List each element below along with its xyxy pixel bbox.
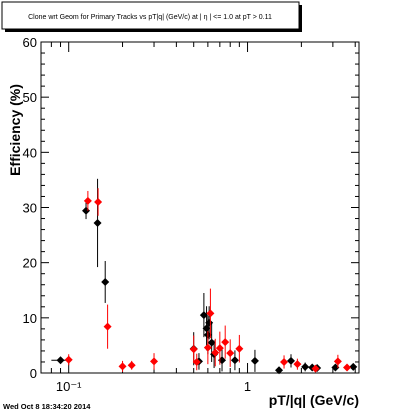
tick-labels: 0 10 20 30 40 50 60 10⁻¹ 1 (23, 35, 252, 394)
data-point (211, 348, 220, 357)
data-point (101, 277, 110, 286)
data-point (189, 345, 198, 354)
data-point (82, 206, 91, 215)
x-axis-title: pT/|q| (GeV/c) (269, 392, 359, 408)
data-point (280, 357, 289, 366)
y-tick-label: 20 (23, 256, 37, 271)
data-point (205, 318, 214, 327)
data-point (56, 356, 65, 365)
x-tick-label: 10⁻¹ (56, 379, 82, 394)
y-tick-label: 0 (30, 366, 37, 381)
x-tick-label: 1 (244, 379, 251, 394)
data-point (93, 218, 102, 227)
data-point (103, 322, 112, 331)
data-point (206, 309, 215, 318)
data-point (215, 344, 224, 353)
data-point (64, 355, 73, 364)
axis-ticks (40, 41, 359, 374)
y-tick-label: 30 (23, 201, 37, 216)
data-point (235, 344, 244, 353)
chart-title: Clone wrt Geom for Primary Tracks vs pT|… (28, 14, 272, 21)
data-point (301, 362, 310, 371)
data-point (343, 363, 352, 372)
data-point (94, 197, 103, 206)
y-tick-label: 10 (23, 311, 37, 326)
data-point (275, 366, 284, 375)
data-marks (51, 178, 358, 375)
data-point (150, 357, 159, 366)
data-point (293, 360, 302, 369)
data-point (230, 356, 239, 365)
y-tick-label: 60 (23, 35, 37, 50)
data-point (203, 343, 212, 352)
plot-frame (40, 41, 360, 374)
data-point (83, 196, 92, 205)
data-point (221, 338, 230, 347)
data-point (199, 311, 208, 320)
data-point (333, 357, 342, 366)
data-point (202, 324, 211, 333)
data-point (311, 364, 320, 373)
y-tick-label: 40 (23, 145, 37, 160)
data-point (287, 356, 296, 365)
data-point (127, 361, 136, 370)
chart-title-box: Clone wrt Geom for Primary Tracks vs pT|… (1, 1, 302, 32)
y-tick-label: 50 (23, 90, 37, 105)
data-point (349, 362, 358, 371)
data-point (192, 357, 201, 366)
data-point (226, 349, 235, 358)
data-point (250, 356, 259, 365)
data-point (118, 362, 127, 371)
timestamp: Wed Oct 8 18:34:20 2014 (3, 402, 91, 411)
y-axis-title: Efficiency (%) (7, 84, 23, 176)
